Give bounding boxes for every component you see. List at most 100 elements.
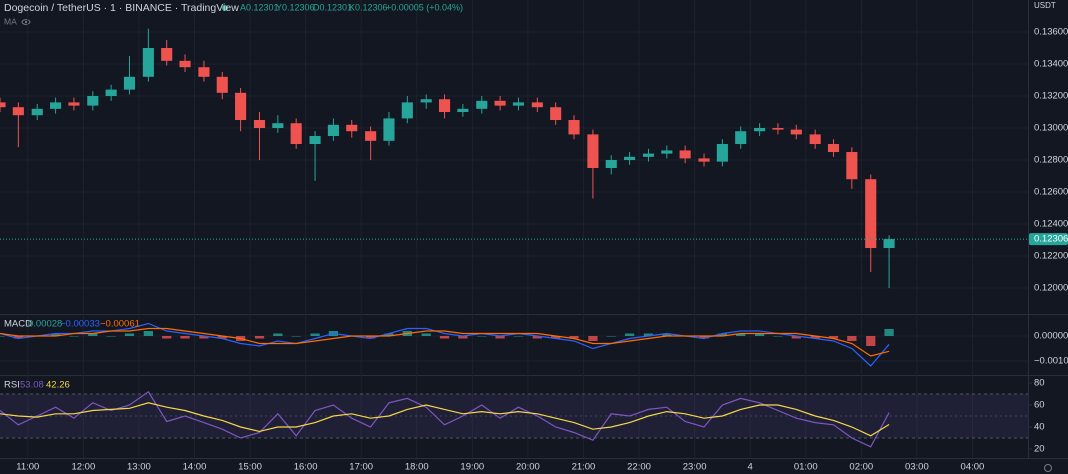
histogram-bar xyxy=(532,336,542,339)
y-tick-label: 0.13600 xyxy=(1034,27,1068,38)
y-tick-label: 0.13400 xyxy=(1034,59,1068,70)
histogram-bar xyxy=(366,336,376,339)
indicator-value: 53.08 xyxy=(20,380,44,391)
rsi-line xyxy=(0,390,890,448)
histogram-bar xyxy=(606,336,616,337)
candle-body xyxy=(365,131,377,141)
histogram-bar xyxy=(384,333,394,336)
histogram-bar xyxy=(162,336,172,339)
x-tick-label: 22:00 xyxy=(627,462,651,473)
x-tick-label: 18:00 xyxy=(405,462,429,473)
x-tick-label: 01:00 xyxy=(794,462,818,473)
candle-body xyxy=(142,48,154,77)
candle-body xyxy=(865,179,877,249)
candle-body xyxy=(401,102,413,119)
candle-body xyxy=(698,158,710,162)
x-tick-label: 02:00 xyxy=(849,462,873,473)
y-tick-label: 0.12200 xyxy=(1034,251,1068,262)
indicator-title: MACD xyxy=(4,319,32,330)
chart-title: Dogecoin / TetherUS · 1 · BINANCE · Trad… xyxy=(4,2,239,14)
histogram-bar xyxy=(866,336,876,346)
candle-body xyxy=(642,153,655,157)
ohlc-value: D0.12301 xyxy=(313,2,352,12)
rsi-band xyxy=(0,393,1028,438)
candle-body xyxy=(438,99,451,113)
candle-body xyxy=(31,108,43,116)
currency-label: USDT xyxy=(1034,1,1056,10)
histogram-bar xyxy=(773,336,783,337)
candle-body xyxy=(253,120,266,129)
histogram-bar xyxy=(513,336,524,337)
signal-line xyxy=(0,327,890,357)
x-tick-label: 03:00 xyxy=(905,462,929,473)
candle-body xyxy=(494,100,506,106)
y-tick-label: −0.00100 xyxy=(1034,356,1068,367)
candle-body xyxy=(457,108,469,113)
candle-body xyxy=(420,99,432,103)
x-tick-label: 19:00 xyxy=(460,462,484,473)
histogram-bar xyxy=(736,333,746,336)
candle-body xyxy=(679,150,691,159)
candle-body xyxy=(87,96,99,106)
y-tick-label: 40 xyxy=(1034,422,1045,433)
candle-body xyxy=(198,67,210,77)
histogram-bar xyxy=(624,333,635,336)
histogram-bar xyxy=(273,333,283,336)
candle-body xyxy=(272,123,284,129)
indicator-value: 42.26 xyxy=(46,380,70,391)
candle-body xyxy=(772,128,784,130)
candle-body xyxy=(161,48,173,61)
x-tick-label: 13:00 xyxy=(127,462,151,473)
candle-body xyxy=(68,102,80,106)
x-tick-label: 12:00 xyxy=(71,462,95,473)
candle-body xyxy=(550,107,562,121)
indicator-label: MA xyxy=(4,16,17,26)
histogram-bar xyxy=(791,336,801,339)
histogram-bar xyxy=(124,333,135,336)
candle-body xyxy=(790,129,802,135)
histogram-bar xyxy=(754,333,765,336)
candle-body xyxy=(735,131,747,145)
candle-body xyxy=(883,239,895,249)
candle-body xyxy=(12,107,24,116)
ohlc-value: Y0.12306 xyxy=(276,2,315,12)
candle-body xyxy=(587,134,599,169)
indicator-value: 0.00028 xyxy=(28,319,62,330)
histogram-bar xyxy=(13,336,23,339)
candle-body xyxy=(327,124,339,137)
candle-body xyxy=(179,60,191,68)
x-tick-label: 15:00 xyxy=(238,462,262,473)
y-tick-label: 0.12800 xyxy=(1034,155,1068,166)
histogram-bar xyxy=(884,329,894,336)
x-tick-label: 11:00 xyxy=(16,462,39,473)
x-tick-label: 04:00 xyxy=(961,462,985,473)
y-tick-label: 20 xyxy=(1034,443,1045,454)
candle-body xyxy=(716,144,728,162)
settings-icon[interactable] xyxy=(1044,464,1052,472)
macd-line xyxy=(0,322,890,367)
indicator-value: −0.00033 xyxy=(60,319,100,330)
indicator-title: RSI xyxy=(4,380,20,391)
candle-body xyxy=(568,120,580,135)
candle-body xyxy=(809,134,821,145)
x-tick-label: 17:00 xyxy=(349,462,373,473)
x-tick-label: 4 xyxy=(748,462,753,473)
candle-body xyxy=(624,156,636,161)
histogram-bar xyxy=(495,336,505,339)
y-tick-label: 0.12000 xyxy=(1034,283,1068,294)
candle-body xyxy=(605,160,617,169)
x-tick-label: 23:00 xyxy=(683,462,707,473)
histogram-bar xyxy=(143,331,153,336)
candle-body xyxy=(754,128,766,132)
eye-icon[interactable] xyxy=(21,19,31,25)
status-dot xyxy=(222,5,228,11)
y-tick-label: 0.12400 xyxy=(1034,219,1068,230)
candle-body xyxy=(346,124,358,132)
histogram-bar xyxy=(0,336,5,337)
candle-body xyxy=(476,100,488,109)
candle-body xyxy=(0,102,6,108)
histogram-bar xyxy=(717,333,728,336)
